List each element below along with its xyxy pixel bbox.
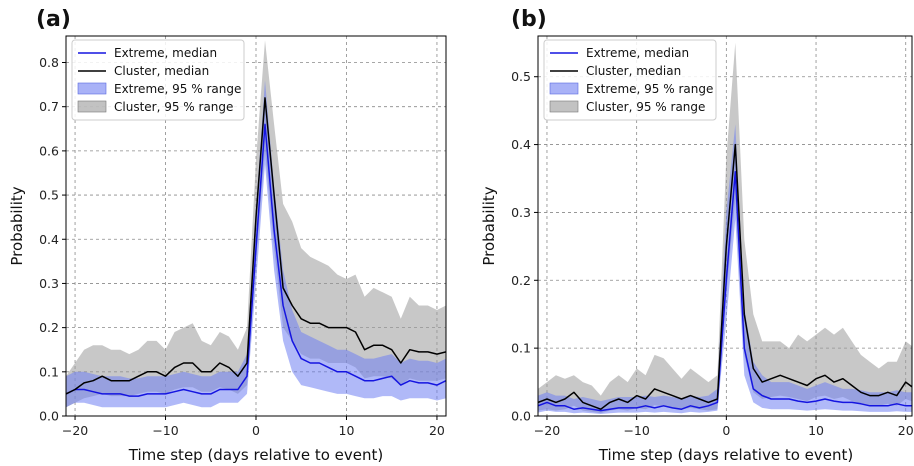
panel-b-cluster-median-line	[538, 143, 912, 410]
panel-a-ytick-label-6: 0.6	[39, 143, 59, 158]
panel-b-ytick-label-1: 0.1	[511, 341, 531, 356]
panel-b-cluster-range-band	[538, 42, 912, 414]
panel-b-axes-frame	[537, 35, 913, 417]
panel-a-legend-box	[71, 39, 245, 121]
panel-b-xtick-label-3: 10	[808, 423, 824, 438]
panel-a-lines	[66, 97, 446, 397]
panel-a-ytick-label-5: 0.5	[39, 188, 59, 203]
panel-b-legend-label-0: Extreme, median	[586, 46, 689, 60]
panel-a-ytick-label-0: 0.0	[39, 409, 59, 424]
panel-b-ytick-label-4: 0.4	[511, 137, 531, 152]
panel-a-legend-label-2: Extreme, 95 % range	[114, 82, 241, 96]
panel-a-ytick-label-3: 0.3	[39, 276, 59, 291]
panel-a-xtick-label-4: 20	[429, 423, 445, 438]
panel-b-lines	[538, 143, 912, 412]
panel-a-ticks: −20 −10 0 10 20 0.0 0.1 0.2 0.3 0.4 0.5 0.6 0.7 0.8	[39, 55, 445, 438]
panel-a-ytick-label-4: 0.4	[39, 232, 59, 247]
panel-b-ticks: −20 −10 0 10 20 0.0 0.1 0.2 0.3 0.4 0.5	[511, 69, 914, 438]
panel-b-legend-label-1: Cluster, median	[586, 64, 681, 78]
panel-a-xlabel: Time step (days relative to event)	[128, 446, 383, 464]
panel-b-legend-swatch-2	[549, 82, 579, 95]
panel-a-xtick-label-1: −10	[152, 423, 178, 438]
panel-a-xtick-label-3: 10	[339, 423, 355, 438]
panel-b-legend-swatch-3	[549, 100, 579, 113]
panel-b-legend-box	[543, 39, 717, 121]
panel-a-xtick-label-2: 0	[252, 423, 260, 438]
panel-a-legend-swatch-3	[77, 100, 107, 113]
panel-b-ytick-label-5: 0.5	[511, 69, 531, 84]
panel-b-legend-label-3: Cluster, 95 % range	[586, 100, 705, 114]
panel-b-ytick-label-2: 0.2	[511, 273, 531, 288]
panel-a-label: (a)	[36, 7, 71, 32]
panel-b-label: (b)	[511, 7, 547, 32]
panel-b-ytick-label-0: 0.0	[511, 409, 531, 424]
panel-b-ylabel: Probability	[480, 186, 498, 265]
panel-b-extreme-median-line	[538, 170, 912, 412]
panel-a-ytick-label-7: 0.7	[39, 99, 59, 114]
panel-b-xlabel: Time step (days relative to event)	[598, 446, 853, 464]
panel-b-xtick-label-0: −20	[534, 423, 560, 438]
panel-a-cluster-median-line	[66, 97, 446, 395]
panel-a-ylabel: Probability	[8, 186, 26, 265]
panel-a-ytick-label-8: 0.8	[39, 55, 59, 70]
panel-b: (b) −20 −10 0 10 20 0.0 0.1 0.2 0.3 0.4 0.5 Time s…	[480, 7, 914, 464]
panel-a-legend-label-3: Cluster, 95 % range	[114, 100, 233, 114]
panel-b-ytick-label-3: 0.3	[511, 205, 531, 220]
panel-a-ytick-label-2: 0.2	[39, 320, 59, 335]
panel-a: (a) −20 −10 0 10 20 0.0 0.1 0.2 0.3 0.4 0.5 0.6 0.7 0…	[8, 7, 447, 464]
panel-b-legend-label-2: Extreme, 95 % range	[586, 82, 713, 96]
panel-a-extreme-median-line	[66, 123, 446, 397]
panel-a-legend: Extreme, median Cluster, median Extreme, 9…	[71, 39, 245, 121]
panel-a-ytick-label-1: 0.1	[39, 364, 59, 379]
panel-b-xtick-label-1: −10	[623, 423, 649, 438]
panel-b-xtick-label-2: 0	[722, 423, 730, 438]
panel-b-xtick-label-4: 20	[898, 423, 914, 438]
panel-b-legend: Extreme, median Cluster, median Extreme, 9…	[543, 39, 717, 121]
panel-a-xtick-label-0: −20	[62, 423, 88, 438]
panel-a-legend-label-1: Cluster, median	[114, 64, 209, 78]
panel-a-legend-label-0: Extreme, median	[114, 46, 217, 60]
panel-a-legend-swatch-2	[77, 82, 107, 95]
